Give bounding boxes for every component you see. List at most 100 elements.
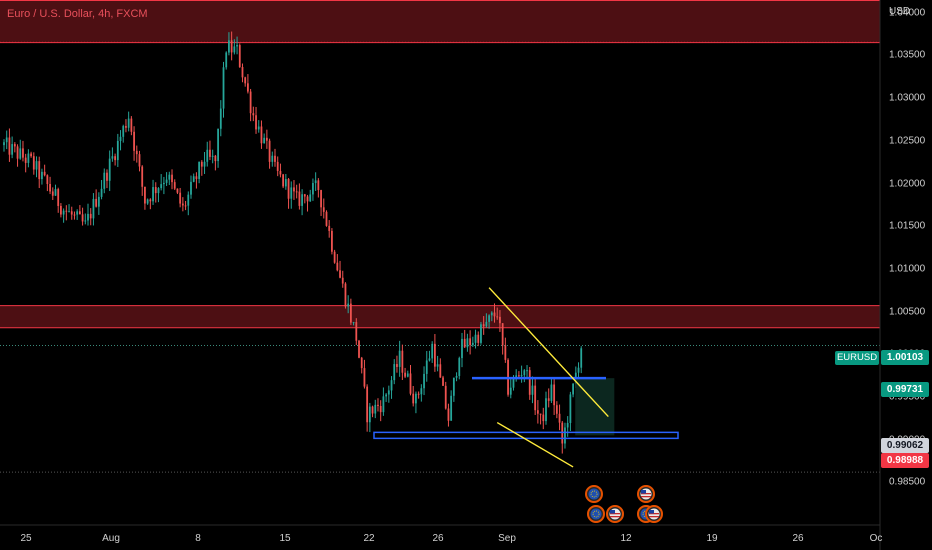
bullish-candle — [461, 338, 463, 359]
bearish-candle — [230, 40, 233, 53]
bullish-candle — [203, 161, 206, 167]
bullish-candle — [406, 373, 409, 377]
bearish-candle — [477, 334, 480, 343]
bullish-candle — [146, 199, 149, 204]
bullish-candle — [531, 385, 534, 395]
bullish-candle — [480, 324, 482, 343]
bullish-candle — [165, 179, 168, 183]
bullish-candle — [54, 189, 57, 196]
bearish-candle — [244, 77, 247, 84]
bullish-candle — [420, 388, 423, 395]
bullish-candle — [108, 158, 111, 181]
bullish-candle — [263, 137, 266, 144]
bearish-candle — [173, 182, 176, 189]
bearish-candle — [13, 144, 16, 147]
bearish-candle — [78, 211, 81, 215]
bullish-candle — [368, 406, 371, 423]
bearish-candle — [295, 191, 298, 193]
eu-event-icon[interactable] — [585, 485, 603, 503]
bullish-candle — [5, 137, 8, 143]
bullish-candle — [192, 176, 195, 182]
x-tick-label: 19 — [706, 533, 718, 544]
bullish-candle — [100, 188, 103, 197]
event-layer[interactable] — [585, 485, 663, 523]
bullish-candle — [228, 40, 230, 53]
bearish-candle — [60, 205, 62, 215]
bearish-candle — [8, 137, 11, 155]
bearish-candle — [547, 398, 550, 401]
bullish-candle — [450, 395, 453, 421]
bearish-candle — [95, 198, 98, 207]
bullish-candle — [87, 213, 89, 221]
bullish-candle — [222, 67, 225, 109]
eu-event-icon[interactable] — [587, 505, 605, 523]
bearish-candle — [371, 406, 374, 414]
bullish-candle — [92, 198, 95, 219]
bullish-candle — [152, 187, 154, 202]
bullish-candle — [347, 303, 350, 307]
eu-flag — [590, 508, 602, 520]
bearish-candle — [518, 375, 520, 377]
eu-stars — [592, 510, 600, 518]
us-event-icon[interactable] — [606, 505, 624, 523]
bullish-candle — [19, 148, 22, 159]
bearish-candle — [279, 170, 282, 175]
x-tick-label: 15 — [279, 533, 291, 544]
eu-stars — [590, 490, 598, 498]
bullish-candle — [515, 375, 518, 378]
bearish-candle — [200, 161, 203, 167]
bullish-candle — [580, 348, 583, 368]
bullish-candle — [436, 364, 439, 367]
bearish-candle — [149, 199, 152, 202]
bearish-candle — [144, 186, 146, 204]
bearish-candle — [303, 194, 306, 197]
x-tick-label: 26 — [792, 533, 804, 544]
bearish-candle — [255, 115, 257, 130]
bullish-candle — [509, 387, 512, 395]
last-price-badge: 1.00103 — [881, 350, 929, 365]
bearish-candle — [43, 171, 46, 176]
bullish-candle — [217, 128, 219, 162]
bullish-candle — [84, 220, 87, 222]
bullish-candle — [162, 182, 165, 185]
bullish-candle — [27, 153, 30, 163]
bearish-candle — [444, 385, 447, 409]
bullish-candle — [168, 174, 171, 180]
bearish-candle — [534, 385, 537, 411]
bearish-candle — [528, 370, 531, 395]
x-tick-label: Oc — [869, 533, 883, 544]
bearish-candle — [344, 283, 347, 307]
bullish-candle — [466, 338, 469, 348]
bullish-candle — [122, 126, 125, 137]
bearish-candle — [412, 393, 415, 404]
bearish-candle — [555, 405, 558, 414]
bullish-candle — [314, 180, 317, 184]
support-level — [373, 431, 679, 440]
bearish-candle — [70, 211, 73, 215]
bearish-candle — [322, 207, 325, 212]
us-event-icon[interactable] — [645, 505, 663, 523]
bearish-candle — [282, 174, 285, 187]
bearish-candle — [317, 180, 320, 191]
bearish-candle — [463, 338, 466, 348]
bullish-candle — [116, 140, 119, 161]
bullish-candle — [160, 184, 163, 189]
bearish-candle — [298, 191, 301, 206]
us-event-icon[interactable] — [637, 485, 655, 503]
x-tick-label: 12 — [620, 533, 632, 544]
eu-flag — [588, 488, 600, 500]
bullish-candle — [423, 373, 425, 389]
bearish-candle — [539, 413, 542, 415]
bullish-candle — [564, 427, 566, 444]
bearish-candle — [133, 131, 135, 151]
bearish-candle — [65, 210, 68, 212]
us-stripe — [610, 516, 620, 518]
bearish-candle — [469, 338, 472, 346]
bearish-candle — [366, 386, 369, 423]
x-tick-label: 8 — [195, 533, 201, 544]
grey-price-badge: 0.99062 — [881, 438, 929, 453]
bearish-candle — [138, 154, 141, 167]
chart-title: Euro / U.S. Dollar, 4h, FXCM — [7, 8, 148, 20]
bearish-candle — [125, 126, 127, 128]
